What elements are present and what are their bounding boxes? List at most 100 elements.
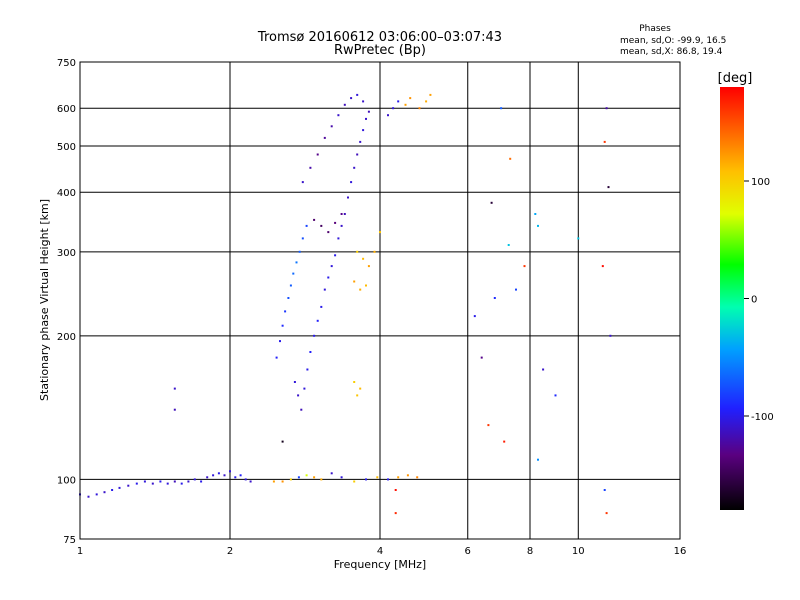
echo-point (509, 157, 512, 160)
echo-point (173, 408, 176, 411)
echo-point (297, 394, 300, 397)
echo-point (487, 424, 490, 427)
echo-point (429, 93, 432, 96)
colorbar-label: [deg] (718, 71, 753, 86)
echo-point (376, 476, 379, 479)
y-tick-label: 500 (57, 142, 76, 153)
echo-point (397, 476, 400, 479)
echo-point (359, 288, 362, 291)
echo-point (303, 387, 306, 390)
echo-point (95, 493, 98, 496)
echo-point (293, 381, 296, 383)
echo-point (387, 114, 389, 117)
x-tick-label: 8 (527, 546, 533, 557)
echo-point (316, 319, 319, 322)
echo-point (249, 480, 252, 483)
echo-point (159, 480, 162, 483)
echo-point (356, 93, 359, 96)
plot-frame (79, 61, 681, 540)
echo-point (330, 125, 333, 128)
phase-box-heading: Phases (639, 24, 671, 34)
echo-point (295, 261, 298, 264)
echo-point (320, 478, 323, 481)
echo-point (301, 181, 304, 184)
echo-point (316, 153, 319, 156)
y-tick-label: 600 (57, 104, 76, 115)
echo-point (493, 297, 496, 299)
data-points (79, 93, 612, 515)
echo-point (313, 218, 316, 221)
echo-point (173, 480, 176, 483)
echo-point (334, 254, 337, 257)
echo-point (297, 476, 300, 479)
echo-point (367, 265, 370, 268)
echo-point (289, 284, 292, 287)
echo-point (500, 107, 503, 110)
echo-point (418, 107, 421, 110)
echo-point (327, 231, 330, 234)
echo-point (272, 480, 275, 483)
colorbar-tick-label: 100 (751, 177, 770, 188)
echo-point (365, 478, 367, 481)
x-tick-label: 16 (674, 546, 687, 557)
x-tick-label: 10 (572, 546, 585, 557)
echo-point (394, 489, 397, 491)
echo-point (350, 97, 353, 100)
colorbar-ticks: 100 0 -100 (744, 177, 774, 423)
echo-point (275, 356, 278, 359)
x-tick-label: 6 (465, 546, 471, 557)
echo-point (394, 512, 397, 515)
gridlines (80, 62, 680, 539)
echo-point (337, 237, 340, 240)
chart-subtitle: RwPretec (Bp) (334, 43, 426, 58)
echo-point (534, 213, 537, 215)
echo-point (239, 474, 242, 477)
echo-point (292, 272, 295, 275)
echo-point (601, 265, 604, 268)
echo-point (503, 440, 506, 443)
echo-point (151, 482, 154, 485)
echo-point (281, 480, 284, 483)
echo-point (416, 476, 419, 479)
echo-point (340, 213, 343, 215)
echo-point (480, 356, 483, 359)
echo-point (320, 224, 323, 227)
echo-point (343, 213, 346, 215)
x-tick-label: 4 (377, 546, 383, 557)
x-axis-label: Frequency [MHz] (334, 558, 426, 571)
echo-point (356, 250, 359, 253)
echo-point (229, 470, 231, 473)
echo-point (507, 244, 510, 246)
echo-point (320, 305, 323, 308)
echo-point (289, 478, 292, 481)
echo-point (365, 117, 367, 120)
echo-point (287, 297, 290, 299)
echo-point (379, 231, 381, 234)
echo-point (323, 288, 326, 291)
echo-point (387, 478, 389, 481)
x-tick-label: 2 (227, 546, 233, 557)
echo-point (305, 224, 308, 227)
echo-point (327, 276, 330, 279)
echo-point (362, 257, 365, 260)
echo-point (300, 408, 303, 411)
echo-point (217, 472, 220, 475)
echo-point (554, 394, 557, 397)
y-axis-label: Stationary phase Virtual Height [km] (38, 199, 51, 401)
echo-point (359, 140, 362, 143)
echo-point (425, 100, 428, 103)
echo-point (542, 368, 545, 371)
echo-point (143, 480, 146, 483)
echo-point (359, 387, 362, 390)
echo-point (313, 476, 316, 479)
echo-point (330, 265, 333, 268)
echo-point (244, 478, 247, 481)
echo-point (343, 103, 346, 106)
echo-point (356, 153, 359, 156)
x-tick-label: 1 (77, 546, 83, 557)
echo-point (609, 334, 612, 337)
echo-point (350, 181, 353, 184)
echo-point (111, 489, 114, 491)
echo-point (356, 394, 359, 397)
echo-point (180, 482, 183, 485)
